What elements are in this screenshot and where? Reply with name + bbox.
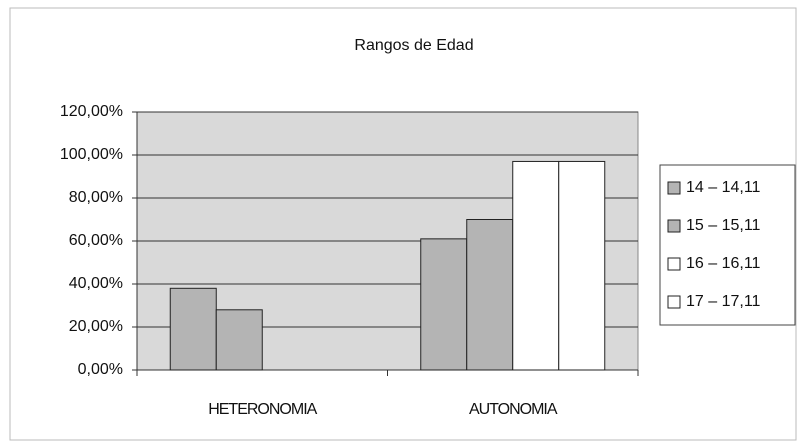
legend-swatch: [667, 181, 681, 195]
y-tick-label: 0,00%: [78, 361, 123, 378]
y-tick-label: 60,00%: [69, 232, 123, 249]
bar: [512, 160, 560, 371]
legend-label: 15 – 15,11: [686, 217, 761, 234]
legend-label: 16 – 16,11: [686, 255, 761, 272]
legend-label: 17 – 17,11: [686, 293, 761, 310]
legend-swatch: [667, 257, 681, 271]
bar: [215, 309, 263, 371]
y-tick-label: 100,00%: [60, 146, 123, 163]
x-tick-label: AUTONOMIA: [469, 401, 558, 418]
legend-label: 14 – 14,11: [686, 179, 761, 196]
legend-swatch: [667, 219, 681, 233]
bar: [420, 238, 468, 371]
y-tick-label: 20,00%: [69, 318, 123, 335]
y-tick-label: 120,00%: [60, 103, 123, 120]
legend: [659, 164, 796, 326]
bar: [558, 160, 606, 371]
y-tick-label: 80,00%: [69, 189, 123, 206]
bar: [466, 219, 514, 371]
legend-swatch: [667, 295, 681, 309]
x-tick-label: HETERONOMIA: [208, 401, 317, 418]
bar: [169, 287, 217, 371]
chart-title: Rangos de Edad: [354, 37, 473, 54]
y-tick-label: 40,00%: [69, 275, 123, 292]
